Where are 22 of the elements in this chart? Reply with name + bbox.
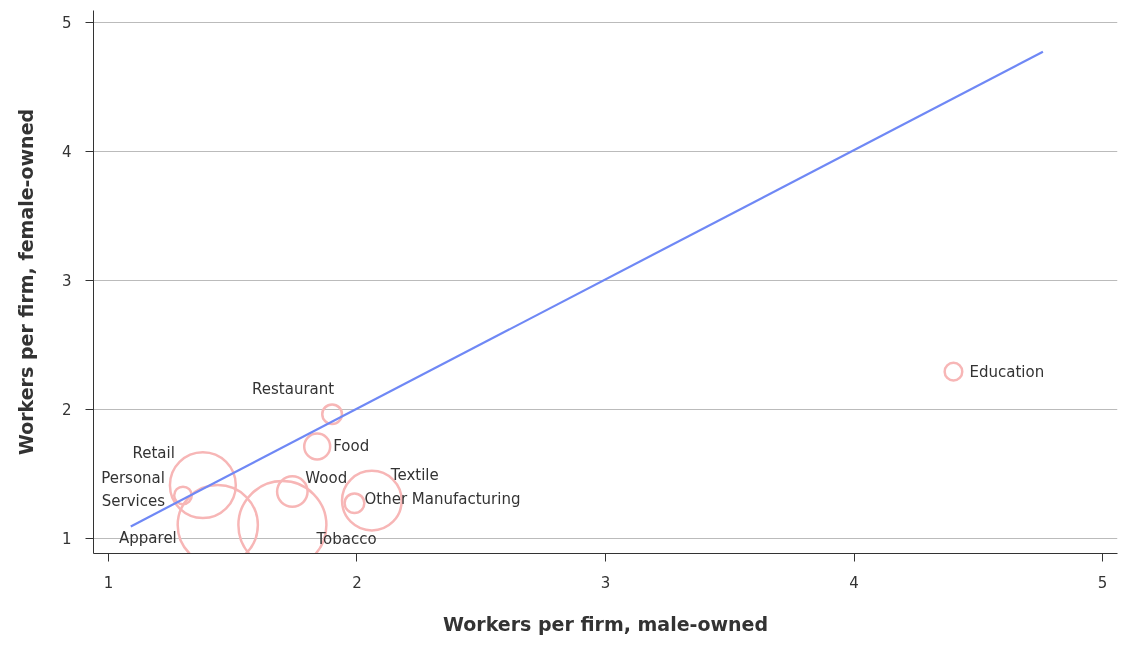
- x-tick-label: 5: [1097, 573, 1108, 592]
- x-axis-title: Workers per firm, male-owned: [442, 612, 769, 635]
- annotation: Other Manufacturing: [364, 490, 521, 509]
- y-tick-label: 5: [61, 14, 72, 33]
- y-tick-label: 3: [61, 272, 72, 291]
- y-tick-label: 1: [61, 530, 72, 549]
- x-tick-label: 2: [352, 573, 362, 592]
- x-tick-label: 1: [103, 573, 114, 592]
- y-tick-label: 2: [61, 401, 72, 420]
- y-tick-label: 4: [61, 143, 72, 162]
- annotation: Wood: [305, 468, 348, 487]
- annotation: Food: [333, 437, 370, 456]
- x-tick-label: 4: [849, 573, 859, 592]
- annotation: Education: [969, 362, 1045, 381]
- annotation: Tobacco: [315, 530, 377, 549]
- y-axis-title: Workers per firm, female-owned: [14, 108, 37, 456]
- annotation: Personal Services: [101, 469, 166, 510]
- x-tick-label: 3: [600, 573, 611, 592]
- annotation: Textile: [389, 465, 439, 484]
- annotation: Retail: [132, 444, 175, 463]
- annotation: Restaurant: [252, 380, 335, 399]
- annotation: Apparel: [119, 529, 177, 548]
